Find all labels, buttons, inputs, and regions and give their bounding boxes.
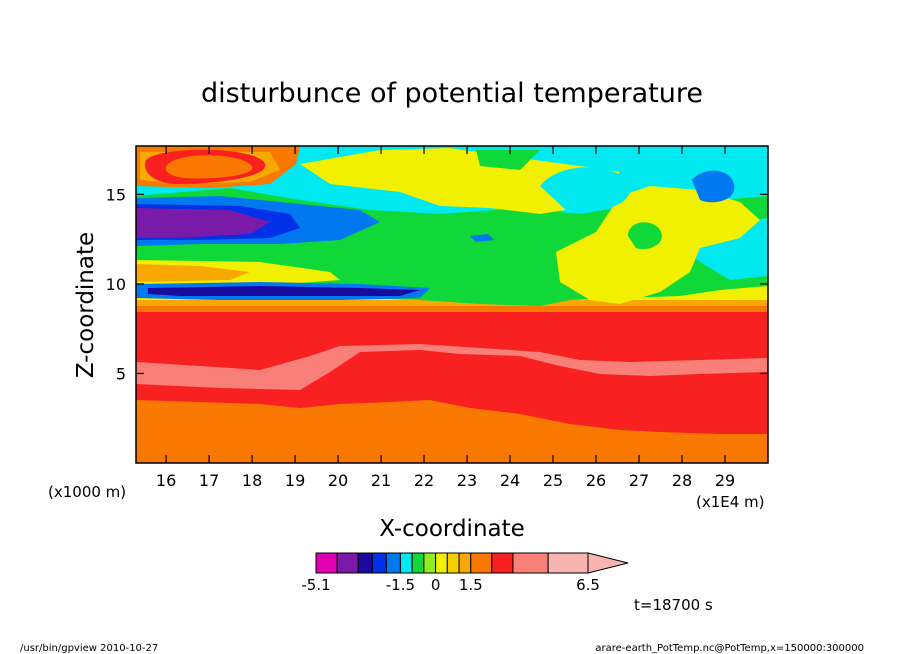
colorbar-swatch (446, 552, 460, 574)
y-tick-label: 5 (116, 364, 126, 383)
x-tick-label: 28 (672, 471, 692, 490)
region-cyan-topright (540, 167, 631, 212)
x-tick-label: 29 (715, 471, 735, 490)
colorbar-labels: -5.1 -1.5 0 1.5 6.5 (301, 576, 600, 594)
colorbar-label: -1.5 (386, 576, 415, 594)
x-tick-label: 18 (242, 471, 262, 490)
footer-left: /usr/bin/gpview 2010-10-27 (20, 643, 158, 654)
y-axis-ticks: 5 10 15 (106, 185, 768, 383)
colorbar-swatch (385, 552, 401, 574)
colorbar-tip (587, 552, 629, 574)
colorbar-swatch (315, 552, 338, 574)
x-axis-title: X-coordinate (379, 516, 525, 542)
region-green-topright (476, 150, 540, 170)
time-label: t=18700 s (634, 596, 713, 614)
x-unit-label: (x1E4 m) (696, 493, 765, 511)
x-tick-label: 24 (500, 471, 520, 490)
x-tick-label: 23 (457, 471, 477, 490)
colorbar-label: 0 (431, 576, 441, 594)
region-purple-core (136, 208, 270, 238)
colorbar-swatch (357, 552, 373, 574)
y-unit-label: (x1000 m) (48, 483, 126, 501)
x-tick-label: 26 (586, 471, 606, 490)
region-green-island (628, 222, 662, 250)
colorbar-label: 1.5 (459, 576, 483, 594)
x-tick-label: 16 (156, 471, 176, 490)
colorbar-swatch (458, 552, 472, 574)
region-blue-pocket-c (470, 234, 494, 242)
plot-area (136, 146, 768, 463)
colorbar (315, 552, 629, 574)
region-redcore-topleft (165, 155, 253, 179)
colorbar-swatch (512, 552, 549, 574)
footer-right: arare-earth_PotTemp.nc@PotTemp,x=150000:… (595, 643, 864, 654)
y-axis-title: Z-coordinate (73, 232, 99, 378)
chart-title: disturbunce of potential temperature (201, 78, 703, 109)
colorbar-swatch (371, 552, 387, 574)
region-yellow-upper (300, 148, 620, 214)
x-axis-ticks: 16 17 18 19 20 21 22 23 24 25 26 27 28 29 (156, 146, 735, 490)
colorbar-swatch (423, 552, 437, 574)
region-yellow-right (556, 186, 760, 304)
colorbar-label: 6.5 (576, 576, 600, 594)
colorbar-swatch (411, 552, 425, 574)
colorbar-swatch (470, 552, 493, 574)
colorbar-swatch (547, 552, 589, 574)
colorbar-label: -5.1 (301, 576, 330, 594)
colorbar-swatch (399, 552, 413, 574)
plot-frame (135, 145, 769, 464)
colorbar-swatch (435, 552, 448, 574)
region-lower-navy (148, 286, 420, 296)
colorbar-swatch (491, 552, 514, 574)
x-tick-label: 22 (414, 471, 434, 490)
y-tick-label: 10 (106, 275, 126, 294)
colorbar-swatch (336, 552, 359, 574)
x-tick-label: 20 (328, 471, 348, 490)
region-orange-left (136, 264, 250, 282)
x-tick-label: 21 (371, 471, 391, 490)
y-tick-label: 15 (106, 185, 126, 204)
region-blue-pocket-b (692, 170, 735, 203)
x-tick-label: 25 (543, 471, 563, 490)
x-tick-label: 19 (285, 471, 305, 490)
x-tick-label: 17 (199, 471, 219, 490)
x-tick-label: 27 (629, 471, 649, 490)
